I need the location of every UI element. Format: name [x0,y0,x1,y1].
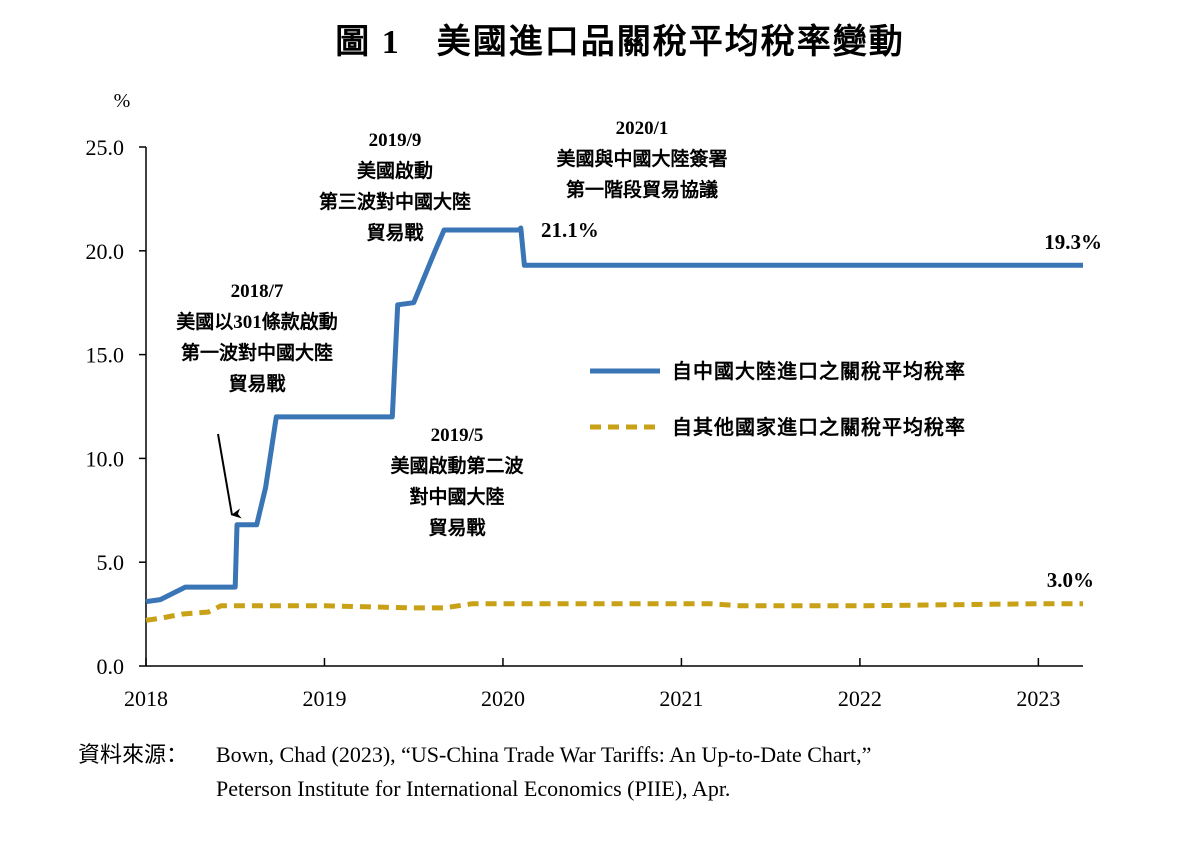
annotation-line: 2019/5 [431,425,484,446]
annotation-line: 第一波對中國大陸 [181,341,333,364]
value-label-others-end: 3.0% [1047,568,1094,592]
x-tick-label: 2023 [1016,686,1060,711]
y-tick-label: 10.0 [86,446,125,471]
series-layer [145,225,1083,623]
annotation-arrow [217,433,242,519]
y-tick-label: 5.0 [97,550,125,575]
source-label: 資料來源： [78,742,188,767]
annotation-line: 對中國大陸 [409,485,504,508]
legend-label-others: 自其他國家進口之關稅平均稅率 [672,415,966,439]
series-line-china [145,225,1083,605]
value-label-china-end: 19.3% [1044,230,1102,254]
value-label-peak: 21.1% [541,218,599,242]
legend: 自中國大陸進口之關稅平均稅率 自其他國家進口之關稅平均稅率 [590,359,966,439]
annotation-2018-7: 2018/7 美國以301條款啟動 第一波對中國大陸 貿易戰 [176,281,338,395]
annotation-line: 2020/1 [616,118,669,139]
y-tick-label: 25.0 [86,135,125,160]
annotation-line: 美國啟動 [357,159,433,182]
source-line-1: Bown, Chad (2023), “US-China Trade War T… [216,742,871,767]
y-tick-label: 15.0 [86,343,125,368]
y-tick-label: 20.0 [86,239,125,264]
y-axis-unit: % [114,90,131,112]
series-line-others [145,601,1083,623]
annotation-line: 美國以301條款啟動 [176,310,338,333]
axes [139,146,1083,667]
x-tick-label: 2022 [838,686,882,711]
chart-title: 圖 1 美國進口品關稅平均稅率變動 [335,23,905,61]
source-note: 資料來源： Bown, Chad (2023), “US-China Trade… [78,742,871,801]
source-line-2: Peterson Institute for International Eco… [216,776,730,801]
annotation-2020-1: 2020/1 美國與中國大陸簽署 第一階段貿易協議 [556,118,727,201]
legend-label-china: 自中國大陸進口之關稅平均稅率 [672,359,966,383]
annotation-line: 貿易戰 [366,221,423,244]
annotation-2019-9: 2019/9 美國啟動 第三波對中國大陸 貿易戰 [319,130,471,244]
annotation-line: 貿易戰 [428,516,485,539]
y-tick-label: 0.0 [97,654,125,679]
x-tick-label: 2020 [481,686,525,711]
annotation-line: 第一階段貿易協議 [566,178,718,201]
x-tick-label: 2021 [659,686,703,711]
annotation-line: 2018/7 [231,281,284,302]
x-tick-labels: 2018 2019 2020 2021 2022 2023 [124,686,1060,711]
x-tick-label: 2019 [302,686,346,711]
y-tick-labels: 0.0 5.0 10.0 15.0 20.0 25.0 [86,135,125,679]
annotation-2019-5: 2019/5 美國啟動第二波 對中國大陸 貿易戰 [390,425,524,539]
annotation-line: 第三波對中國大陸 [319,190,471,213]
x-tick-label: 2018 [124,686,168,711]
annotation-line: 2019/9 [369,130,422,151]
annotation-line: 美國與中國大陸簽署 [556,147,727,170]
annotation-line: 貿易戰 [228,372,285,395]
annotation-line: 美國啟動第二波 [390,454,524,477]
